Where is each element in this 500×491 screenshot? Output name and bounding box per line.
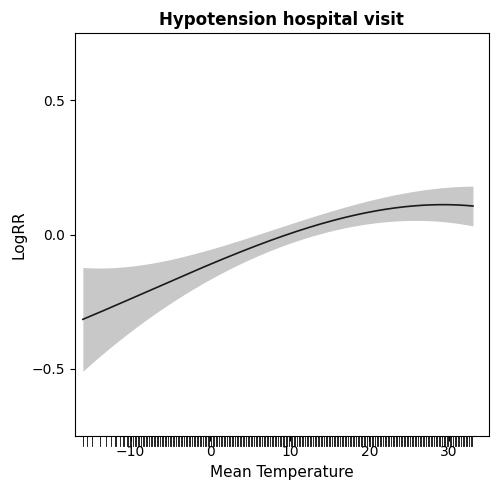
Y-axis label: LogRR: LogRR [11, 210, 26, 259]
Title: Hypotension hospital visit: Hypotension hospital visit [160, 11, 404, 29]
X-axis label: Mean Temperature: Mean Temperature [210, 465, 354, 480]
